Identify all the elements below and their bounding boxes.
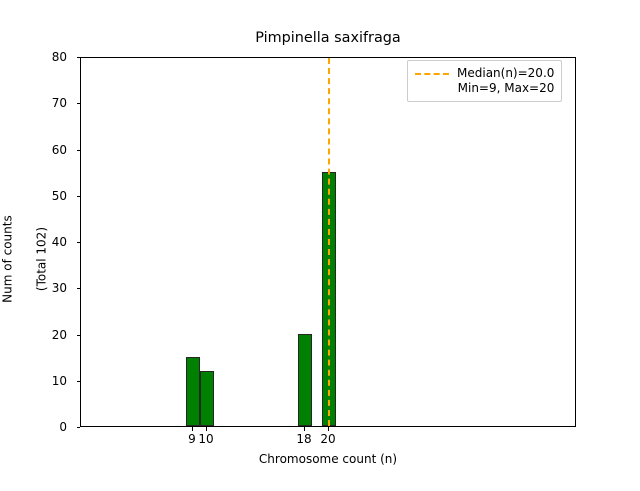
y-axis-label-wrapper: Num of counts (Total 102) [0, 0, 49, 480]
legend[interactable]: Median(n)=20.0 Min=9, Max=20 [407, 60, 563, 102]
chart-figure: Pimpinella saxifraga Num of counts (Tota… [0, 0, 576, 480]
y-tick-label-30: 30 [51, 281, 67, 296]
y-tick-label-50: 50 [51, 188, 67, 203]
legend-label-median: Median(n)=20.0 [457, 66, 555, 80]
dashed-line-icon [415, 66, 449, 81]
y-tick-label-20: 20 [51, 327, 67, 342]
x-tick-label-20: 20 [320, 432, 336, 446]
y-tick-mark-20 [76, 334, 80, 336]
y-tick-mark-70 [76, 103, 80, 105]
y-tick-mark-60 [76, 149, 80, 151]
legend-label-minmax: Min=9, Max=20 [457, 81, 555, 95]
y-tick-label-10: 10 [51, 373, 67, 388]
bar-10[interactable] [200, 370, 214, 426]
y-tick-mark-40 [76, 242, 80, 243]
y-tick-label-0: 0 [59, 420, 67, 434]
y-tick-label-80: 80 [51, 50, 67, 64]
x-tick-mark-10 [206, 427, 207, 431]
y-tick-label-40: 40 [51, 235, 67, 249]
median-line [328, 58, 330, 426]
y-tick-label-70: 70 [51, 96, 67, 111]
bar-18[interactable] [298, 333, 312, 426]
y-tick-label-60: 60 [51, 142, 67, 157]
y-tick-mark-10 [76, 380, 80, 382]
x-tick-label-10: 10 [198, 432, 214, 446]
x-axis-label: Chromosome count (n) [258, 452, 398, 466]
x-tick-mark-9 [192, 427, 193, 431]
y-tick-mark-30 [76, 288, 80, 290]
x-tick-label-18: 18 [296, 432, 312, 446]
y-tick-mark-50 [76, 195, 80, 197]
x-tick-mark-20 [328, 427, 329, 431]
x-tick-mark-18 [304, 427, 305, 431]
y-tick-mark-0 [76, 427, 80, 428]
y-axis-label-line2: (Total 102) [34, 227, 49, 292]
y-axis-label: Num of counts (Total 102) [0, 51, 68, 491]
y-axis-label-line1: Num of counts [0, 215, 15, 303]
y-tick-mark-80 [76, 57, 80, 58]
legend-entry-median: Median(n)=20.0 [415, 66, 554, 81]
bar-9[interactable] [186, 356, 200, 426]
x-tick-label-9: 9 [188, 432, 196, 446]
plot-area [80, 57, 576, 427]
chart-title: Pimpinella saxifraga [255, 30, 401, 46]
